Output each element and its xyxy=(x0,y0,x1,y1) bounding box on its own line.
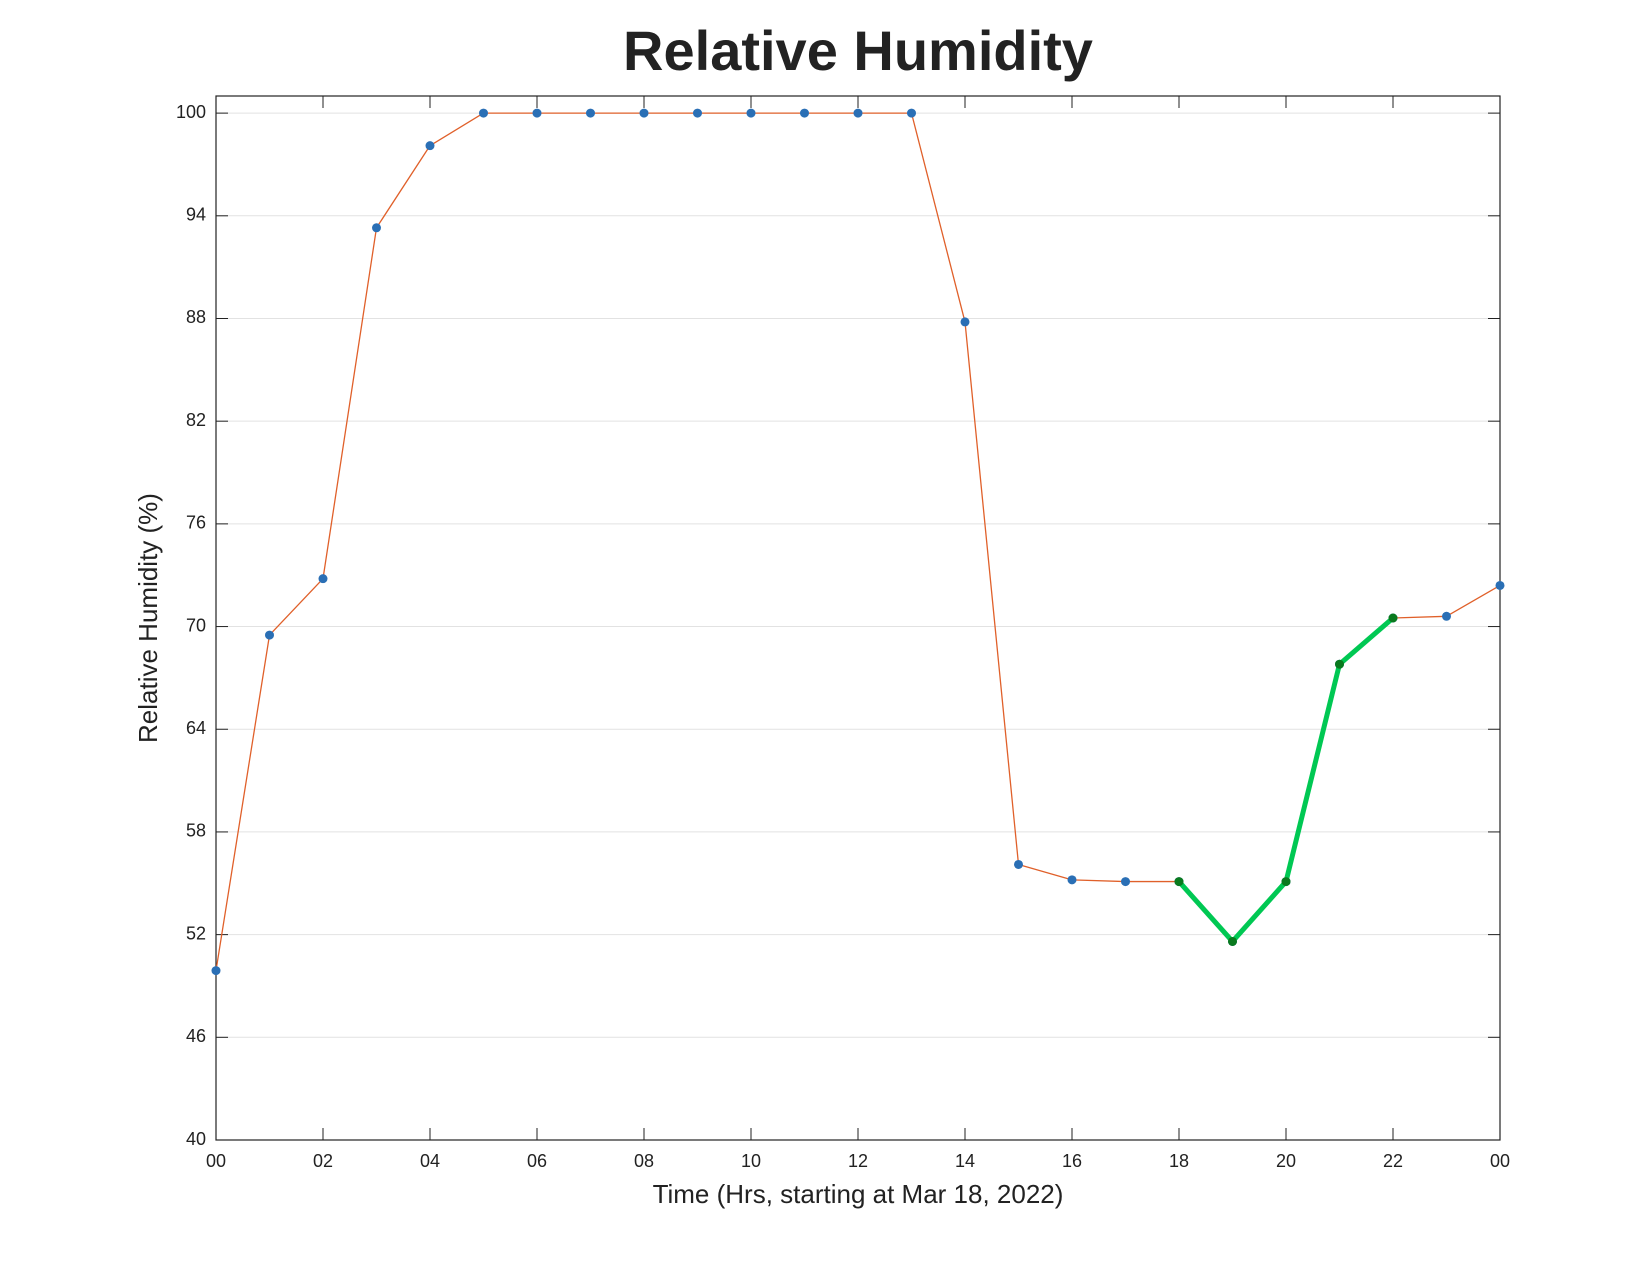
data-point xyxy=(425,141,435,151)
data-point xyxy=(1335,659,1344,669)
y-axis-label: Relative Humidity (%) xyxy=(133,493,163,743)
chart-title: Relative Humidity xyxy=(623,19,1093,82)
data-point xyxy=(960,317,970,327)
x-tick-label: 02 xyxy=(313,1151,333,1171)
y-tick-label: 76 xyxy=(186,513,206,533)
y-tick-label: 52 xyxy=(186,923,206,943)
data-point xyxy=(853,108,863,118)
data-point xyxy=(1174,877,1184,887)
data-point xyxy=(800,108,809,118)
y-tick-label: 58 xyxy=(186,821,206,841)
data-point xyxy=(265,630,274,640)
x-tick-label: 04 xyxy=(420,1151,440,1171)
y-tick-label: 94 xyxy=(186,205,206,225)
data-point xyxy=(1067,875,1077,885)
data-point xyxy=(907,108,916,118)
x-axis-label: Time (Hrs, starting at Mar 18, 2022) xyxy=(653,1179,1064,1209)
data-point xyxy=(1442,611,1451,621)
data-point xyxy=(746,108,756,118)
x-tick-label: 16 xyxy=(1062,1151,1082,1171)
data-point xyxy=(586,108,595,118)
y-tick-label: 40 xyxy=(186,1129,206,1149)
y-tick-label: 70 xyxy=(186,615,206,635)
data-point xyxy=(532,108,542,118)
x-tick-label: 00 xyxy=(206,1151,226,1171)
y-tick-label: 88 xyxy=(186,307,206,327)
plot-frame xyxy=(215,95,1501,1141)
x-tick-label: 08 xyxy=(634,1151,654,1171)
data-line xyxy=(1177,616,1395,944)
y-tick-label: 46 xyxy=(186,1026,206,1046)
x-tick-label: 22 xyxy=(1383,1151,1403,1171)
y-tick-label: 64 xyxy=(186,718,206,738)
x-tick-label: 20 xyxy=(1276,1151,1296,1171)
x-tick-label: 12 xyxy=(848,1151,868,1171)
data-point xyxy=(1014,859,1023,869)
data-point xyxy=(1121,877,1130,887)
data-point xyxy=(1495,580,1505,590)
data-point xyxy=(372,223,381,233)
x-tick-label: 06 xyxy=(527,1151,547,1171)
x-tick-label: 00 xyxy=(1490,1151,1510,1171)
data-point xyxy=(639,108,649,118)
data-point xyxy=(211,966,221,976)
x-tick-label: 14 xyxy=(955,1151,975,1171)
data-point xyxy=(1388,613,1398,623)
data-point xyxy=(693,108,702,118)
data-point xyxy=(318,574,328,584)
data-line xyxy=(215,112,1501,971)
y-tick-label: 82 xyxy=(186,410,206,430)
y-tick-label: 100 xyxy=(176,102,206,122)
data-point xyxy=(1281,877,1291,887)
data-point xyxy=(479,108,488,118)
x-tick-label: 18 xyxy=(1169,1151,1189,1171)
data-point xyxy=(1228,936,1237,946)
x-tick-label: 10 xyxy=(741,1151,761,1171)
